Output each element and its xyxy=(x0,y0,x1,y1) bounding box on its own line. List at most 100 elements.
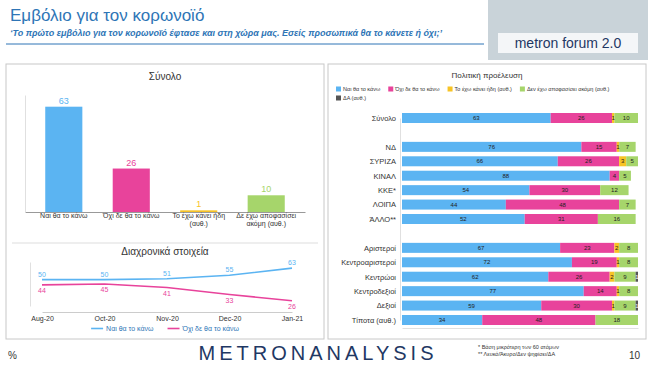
bar xyxy=(113,169,150,212)
data-label: 63 xyxy=(59,96,69,106)
bar-segment xyxy=(402,272,548,282)
tick: Dec-20 xyxy=(219,312,242,322)
bar-segment xyxy=(482,315,595,325)
legend-item: Δεν έχω αποφασίσει ακόμη (αυθ.) xyxy=(520,86,610,92)
data-label: 1 xyxy=(612,115,616,121)
bar-segment xyxy=(619,171,631,181)
data-label: 10 xyxy=(623,115,630,121)
axis-line xyxy=(25,96,26,213)
data-label: 5 xyxy=(630,158,634,164)
bar-segment xyxy=(614,243,619,253)
bars xyxy=(402,113,638,325)
bar-segment xyxy=(619,156,626,166)
data-label: 50 xyxy=(101,271,109,278)
data-label: 1 xyxy=(616,288,620,294)
tick-label: Κεντροαριστεροί xyxy=(341,258,396,267)
tick: ΚΚΕ* xyxy=(378,186,400,195)
data-labels: 6326110761517662635884554301244487523116… xyxy=(439,115,639,323)
y-axis xyxy=(30,263,31,307)
bar-segment xyxy=(610,171,619,181)
tick: Κεντροαριστεροί xyxy=(341,258,400,267)
data-label: 9 xyxy=(623,274,627,280)
tick: Το έχω κάνει ήδη(αυθ.) xyxy=(172,212,225,228)
x-axis: Aug-20Oct-20Nov-20Dec-20Jan-21 xyxy=(31,312,303,323)
tick-label: Oct-20 xyxy=(94,315,115,322)
data-label: 26 xyxy=(585,158,592,164)
bar-segment xyxy=(402,286,584,296)
tick-label: Αριστεροί xyxy=(364,244,396,253)
panel xyxy=(6,64,324,339)
legend-label: Όχι δε θα το κάνω xyxy=(182,325,240,333)
bar-segment xyxy=(402,113,551,123)
slide-subtitle: ‘Το πρώτο εμβόλιο για τον κορωνοϊό έφτασ… xyxy=(10,28,442,38)
legend: Ναι θα το κάνωΌχι δε θα το κάνωΤο έχω κά… xyxy=(336,86,610,101)
unit-label: % xyxy=(8,350,17,361)
tick-label: ΚΙΝΑΛ xyxy=(373,172,396,181)
bar-segment xyxy=(572,257,617,267)
bar-segment xyxy=(619,286,638,296)
tick-label: Ναι θα το κάνω xyxy=(40,212,88,219)
data-label: 2 xyxy=(615,245,619,251)
tick-label: Dec-20 xyxy=(219,315,242,322)
legend-item: Ναι θα το κάνω xyxy=(91,325,154,332)
tick: Κεντρώοι xyxy=(365,273,400,282)
tick-label: Nov-20 xyxy=(156,315,179,322)
tick: Ναι θα το κάνω xyxy=(40,212,88,219)
tick-label: Τίποτα (αυθ.) xyxy=(352,316,397,325)
data-label: 67 xyxy=(478,245,485,251)
legend-swatch xyxy=(448,87,453,92)
data-label: 59 xyxy=(468,303,475,309)
data-label: 63 xyxy=(288,259,296,266)
data-label: 44 xyxy=(451,202,458,208)
chart-title: Διαχρονικά στοιχεία xyxy=(121,246,209,257)
legend-item: Όχι δε θα το κάνω xyxy=(388,86,440,92)
data-label: 23 xyxy=(584,245,591,251)
chart-title: Σύνολο xyxy=(149,71,182,82)
data-label: 7 xyxy=(626,144,630,150)
bar-segment xyxy=(614,113,638,123)
tick-label: Όχι δε θα το κάνω xyxy=(102,212,160,220)
tick: Δεξιοί xyxy=(377,301,400,310)
bar-segment xyxy=(614,301,635,311)
bar-segment xyxy=(584,286,617,296)
axis-line xyxy=(30,263,31,307)
data-label: 62 xyxy=(472,274,479,280)
bar-segment xyxy=(529,185,600,195)
bar-segment xyxy=(614,272,635,282)
tick: Τίποτα (αυθ.) xyxy=(352,316,400,325)
data-label: 51 xyxy=(163,270,171,277)
data-label: 33 xyxy=(226,297,234,304)
tick: Δε έχω αποφασίσειακόμη (αυθ.) xyxy=(236,212,296,228)
bar-segment xyxy=(619,257,638,267)
bar-segment xyxy=(402,243,560,253)
data-label: 26 xyxy=(576,274,583,280)
data-label: 45 xyxy=(101,286,109,293)
data-label: 44 xyxy=(38,287,46,294)
data-label: 5 xyxy=(623,173,627,179)
line xyxy=(42,268,292,279)
tick: Σύνολο xyxy=(372,114,400,123)
logo-text: metron forum 2.0 xyxy=(515,35,622,51)
data-label: 26 xyxy=(288,303,296,310)
data-label: 1 xyxy=(612,303,616,309)
bar xyxy=(248,195,285,212)
data-label: 50 xyxy=(38,271,46,278)
bar-chart: Σύνολο6326110Ναι θα το κάνωΌχι δε θα το … xyxy=(26,71,306,228)
bars xyxy=(45,107,285,212)
bar-segment xyxy=(548,272,609,282)
data-label: 8 xyxy=(627,259,631,265)
legend-label: ΔΑ (αυθ.) xyxy=(343,95,366,101)
bar-segment xyxy=(402,315,482,325)
legend-swatch xyxy=(336,87,341,92)
data-label: 41 xyxy=(163,290,171,297)
legend-swatch xyxy=(91,328,103,330)
tick: Κεντροδεξιοί xyxy=(354,287,400,296)
header-rule xyxy=(6,44,484,45)
bar-segment xyxy=(558,156,619,166)
bar-segment xyxy=(619,142,636,152)
footnote: ** Λευκό/Άκυρο/Δεν ψηφίσει/ΔΑ xyxy=(478,351,555,357)
bar-segment xyxy=(402,257,572,267)
tick: Oct-20 xyxy=(94,312,115,322)
data-label: 19 xyxy=(591,259,598,265)
tick: ΝΔ xyxy=(386,143,400,152)
